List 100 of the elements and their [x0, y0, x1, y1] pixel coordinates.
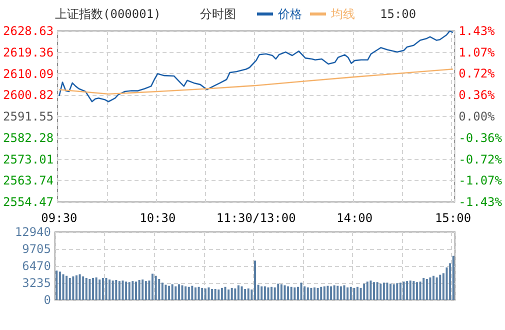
bar	[370, 280, 372, 300]
bar	[326, 286, 329, 300]
bar	[376, 282, 378, 300]
bar	[373, 282, 376, 300]
bar	[314, 287, 316, 300]
y-tick-label: 2628.63	[2, 24, 54, 38]
bar	[260, 286, 263, 300]
bar	[220, 288, 223, 300]
bar	[396, 283, 398, 300]
bar	[343, 285, 346, 300]
bar	[75, 275, 78, 300]
bar	[422, 278, 425, 300]
bar	[439, 274, 442, 300]
bar	[382, 282, 385, 300]
bar	[122, 280, 124, 300]
bar	[330, 286, 332, 300]
bar	[85, 278, 88, 300]
bar	[214, 288, 216, 300]
bar	[270, 286, 273, 300]
bar	[336, 286, 339, 300]
y-tick-label: 2573.01	[2, 152, 54, 166]
bar	[390, 284, 392, 300]
legend-label: 均线	[330, 7, 355, 21]
bar	[62, 274, 64, 300]
bar	[224, 286, 226, 300]
bar	[290, 286, 292, 300]
bar	[132, 281, 134, 300]
y2-tick-label: 1.43%	[458, 24, 496, 38]
bar	[125, 282, 128, 300]
bar	[409, 280, 412, 300]
y2-tick-label: 1.07%	[458, 46, 496, 60]
y-tick-label: 0	[44, 293, 51, 307]
bar	[360, 288, 362, 300]
bar	[366, 282, 368, 300]
bar	[88, 278, 91, 300]
bar	[264, 286, 266, 300]
y2-tick-label: -0.72%	[458, 152, 503, 167]
bar	[267, 287, 270, 300]
bar	[194, 287, 196, 300]
bar	[323, 286, 326, 300]
bar	[105, 278, 108, 300]
bar	[363, 284, 366, 300]
y-tick-label: 2582.28	[2, 130, 54, 145]
x-tick-label: 10:30	[140, 211, 176, 225]
bar	[429, 277, 432, 300]
chart-subtitle: 分时图	[200, 7, 236, 21]
bar	[95, 277, 98, 300]
bar	[300, 282, 302, 300]
bar	[184, 286, 187, 300]
bar	[138, 280, 140, 300]
y-tick-label: 9705	[22, 242, 51, 256]
bar	[102, 278, 104, 300]
y2-tick-label: 0.36%	[458, 88, 496, 102]
bar	[402, 282, 405, 300]
bar	[274, 287, 276, 300]
bar	[392, 284, 395, 300]
bar	[171, 284, 174, 300]
bar	[240, 286, 243, 300]
chart-title: 上证指数(000001)	[55, 7, 161, 21]
bar	[296, 286, 299, 300]
x-tick-label: 09:30	[41, 211, 78, 225]
bar	[198, 286, 200, 300]
bar	[237, 285, 240, 300]
bar	[446, 267, 448, 300]
bar	[98, 280, 101, 300]
bar	[178, 284, 180, 300]
bar	[144, 281, 147, 300]
bar	[419, 282, 422, 300]
y2-tick-label: -1.07%	[458, 173, 503, 188]
bar	[154, 276, 157, 300]
bar	[412, 281, 415, 300]
bar	[112, 280, 114, 300]
bar	[380, 284, 382, 300]
y-tick-label: 12940	[14, 225, 51, 239]
bar	[174, 286, 177, 300]
y-tick-label: 2610.09	[2, 66, 54, 81]
bar	[386, 282, 388, 300]
bar	[201, 288, 204, 300]
bar	[115, 280, 118, 300]
bar	[304, 286, 306, 300]
bar	[399, 282, 402, 300]
bar	[284, 285, 286, 300]
bar	[164, 284, 167, 300]
bar	[356, 286, 358, 300]
bar	[254, 260, 256, 300]
bar	[152, 274, 154, 300]
bar	[340, 286, 342, 300]
bar	[78, 274, 81, 300]
bar	[204, 288, 206, 300]
bar	[406, 281, 408, 300]
bar	[244, 288, 246, 300]
bar	[353, 288, 356, 300]
bar	[208, 287, 210, 300]
line-series	[58, 68, 454, 95]
bar	[294, 287, 296, 300]
bar	[128, 282, 130, 300]
y-tick-label: 2619.36	[2, 45, 54, 60]
bar	[168, 286, 170, 300]
y-tick-label: 2563.74	[2, 174, 54, 188]
bar	[92, 278, 94, 300]
